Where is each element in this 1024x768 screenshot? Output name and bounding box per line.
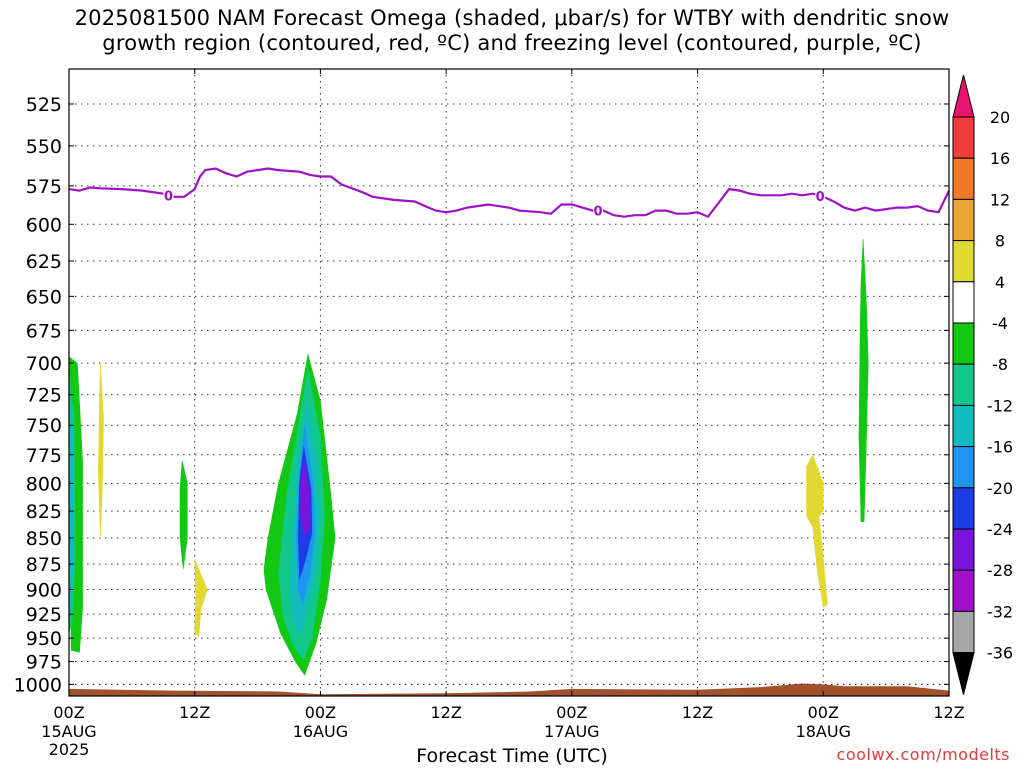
terrain-polygon — [69, 683, 949, 696]
y-tick-label: 750 — [26, 415, 62, 437]
colorbar-swatch — [952, 240, 975, 283]
x-axis-label: Forecast Time (UTC) — [416, 745, 608, 767]
colorbar-label: -12 — [987, 396, 1013, 415]
x-tick-label: 00Z — [808, 703, 839, 722]
colorbar-label: -20 — [987, 479, 1013, 498]
y-tick-label: 975 — [26, 652, 62, 674]
colorbar-label: 16 — [990, 149, 1010, 168]
colorbar-swatch — [952, 198, 975, 242]
colorbar-swatch — [952, 322, 975, 365]
y-tick-label: 675 — [26, 320, 62, 342]
colorbar-swatch — [952, 116, 975, 159]
omega-region — [300, 460, 311, 537]
colorbar-label: -4 — [992, 314, 1008, 333]
y-tick-label: 550 — [26, 136, 62, 158]
omega-region — [194, 558, 208, 637]
y-tick-label: 1000 — [14, 674, 62, 696]
y-axis-ticks: 525 550 575 600 625 650 675 700 725 750 775 800 825 8… — [14, 94, 949, 696]
y-tick-label: 650 — [26, 286, 62, 308]
freezing-level-label: 0 — [164, 189, 173, 204]
colorbar-swatch — [952, 487, 975, 530]
x-tick-label: 00Z — [305, 703, 336, 722]
omega-region — [179, 460, 188, 570]
colorbar-top-arrow — [952, 74, 975, 118]
colorbar-swatch — [952, 569, 975, 612]
chart-title-line-1: 2025081500 NAM Forecast Omega (shaded, μ… — [74, 6, 950, 30]
y-tick-label: 825 — [26, 501, 62, 523]
credit-text: coolwx.com/modelts — [836, 745, 1010, 764]
y-tick-label: 625 — [26, 251, 62, 273]
colorbar-label: -32 — [987, 602, 1013, 621]
freezing-level-label: 0 — [594, 205, 603, 220]
omega-shading — [69, 239, 869, 676]
colorbar-swatch — [952, 446, 975, 489]
omega-region — [858, 239, 869, 523]
colorbar-label: -28 — [987, 561, 1013, 580]
x-tick-year-label: 2025 — [49, 740, 90, 759]
plot-frame — [68, 68, 950, 697]
chart-title-line-2: growth region (contoured, red, ºC) and f… — [102, 31, 922, 55]
y-tick-label: 775 — [26, 445, 62, 467]
y-tick-label: 850 — [26, 528, 62, 550]
y-tick-label: 525 — [26, 94, 62, 116]
colorbar-swatch — [952, 528, 975, 571]
freezing-level-label: 0 — [816, 190, 825, 205]
x-tick-date-label: 15AUG — [41, 722, 96, 741]
y-tick-label: 600 — [26, 214, 62, 236]
omega-region — [806, 454, 828, 608]
colorbar-swatch — [952, 610, 975, 654]
colorbar: 20 16 12 8 4 -4 -8 -12 -16 -20 -24 -28 -32 -36 — [952, 74, 1013, 695]
y-tick-label: 725 — [26, 385, 62, 407]
colorbar-label: 4 — [995, 273, 1005, 292]
x-tick-label: 00Z — [556, 703, 587, 722]
freezing-level-contour: 0 0 0 — [69, 167, 949, 220]
colorbar-label: -16 — [987, 438, 1013, 457]
colorbar-swatch — [952, 157, 975, 200]
colorbar-swatch — [952, 281, 975, 324]
y-tick-label: 700 — [26, 353, 62, 375]
x-tick-label: 00Z — [53, 703, 84, 722]
y-tick-label: 950 — [26, 628, 62, 650]
colorbar-bottom-arrow — [952, 652, 975, 695]
contour-label-bg — [593, 203, 604, 218]
omega-region — [69, 388, 73, 620]
x-tick-date-label: 18AUG — [796, 722, 851, 741]
x-tick-date-label: 16AUG — [293, 722, 348, 741]
x-tick-label: 12Z — [682, 703, 713, 722]
y-tick-label: 925 — [26, 604, 62, 626]
colorbar-swatch — [952, 363, 975, 406]
colorbar-label: 12 — [990, 190, 1010, 209]
x-tick-date-label: 17AUG — [544, 722, 599, 741]
colorbar-label: -24 — [987, 520, 1013, 539]
y-tick-label: 800 — [26, 473, 62, 495]
omega-region — [98, 363, 104, 539]
x-tick-label: 12Z — [179, 703, 210, 722]
colorbar-label: -8 — [992, 355, 1008, 374]
x-tick-label: 12Z — [933, 703, 964, 722]
contour-label-bg — [815, 188, 826, 203]
y-tick-label: 575 — [26, 176, 62, 198]
colorbar-label: 20 — [990, 108, 1010, 127]
y-tick-label: 900 — [26, 579, 62, 601]
contour-label-bg — [163, 188, 174, 203]
y-tick-label: 875 — [26, 554, 62, 576]
x-tick-label: 12Z — [430, 703, 461, 722]
colorbar-swatch — [952, 404, 975, 448]
colorbar-label: 8 — [995, 232, 1005, 251]
terrain-fill — [69, 683, 949, 696]
colorbar-label: -36 — [987, 644, 1013, 663]
